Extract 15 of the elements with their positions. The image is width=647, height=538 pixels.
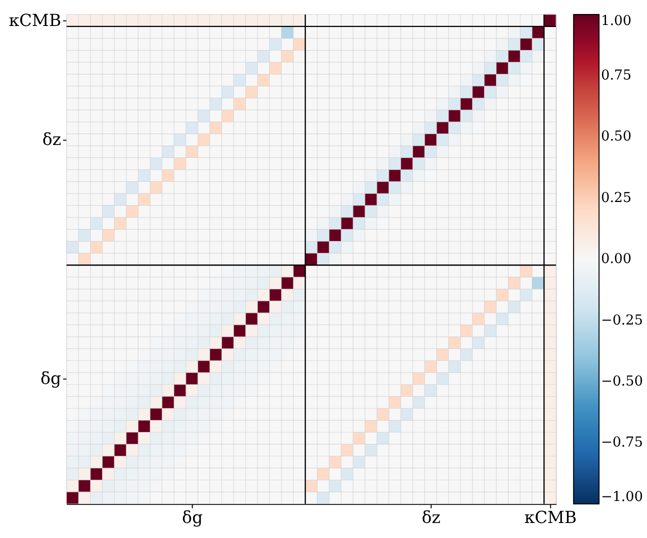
color-bar-label: −0.75 (600, 434, 643, 451)
color-bar-label: 0.50 (600, 128, 632, 145)
color-bar-label: −1.00 (600, 488, 643, 505)
color-bar-label: 0.75 (600, 68, 632, 84)
color-bar-label: 1.00 (600, 13, 632, 30)
color-bar-label: −0.50 (600, 373, 643, 390)
x-tick-label: δz (422, 508, 441, 527)
y-tick-label: δg (40, 368, 62, 388)
y-tick-label: δz (42, 130, 62, 150)
x-tick-label: κCMB (524, 508, 577, 527)
x-tick-label: δg (182, 508, 204, 527)
color-bar-label: 0.00 (600, 251, 632, 268)
color-bar-label: 0.25 (600, 190, 632, 206)
color-bar-label: −0.25 (600, 312, 643, 328)
y-tick-label: κCMB (8, 10, 62, 30)
